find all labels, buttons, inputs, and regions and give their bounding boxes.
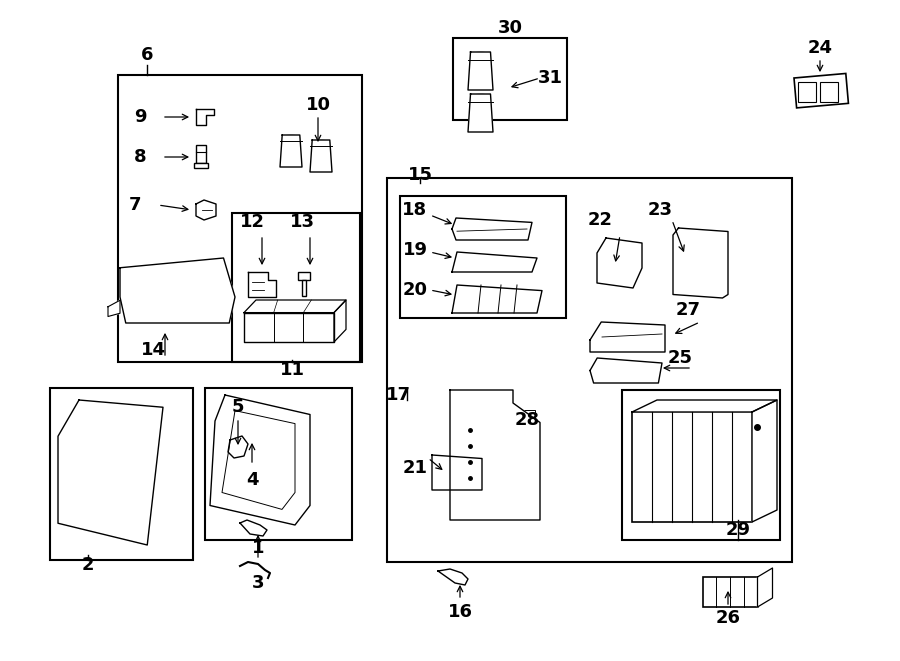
Text: 8: 8 [134,148,147,166]
Polygon shape [240,520,267,536]
Text: 4: 4 [246,471,258,489]
Text: 22: 22 [588,211,613,229]
Polygon shape [108,300,120,317]
Text: 6: 6 [140,46,153,64]
Text: 26: 26 [716,609,741,627]
Polygon shape [590,358,662,383]
Bar [179,300,193,312]
Bar [679,253,722,260]
Bar [205,388,352,540]
Text: 31: 31 [537,69,562,87]
Polygon shape [590,322,665,352]
Bar [128,268,180,294]
Text: 30: 30 [498,19,523,37]
Bar [679,242,722,249]
Bar [820,82,838,102]
Polygon shape [334,300,346,342]
Text: 21: 21 [402,459,428,477]
Bar [798,82,816,102]
Text: 12: 12 [239,213,265,231]
Polygon shape [438,569,468,585]
Ellipse shape [312,140,329,146]
Bar [455,410,535,510]
Bar [632,412,752,522]
Text: 19: 19 [402,241,428,259]
Polygon shape [758,568,772,607]
Polygon shape [120,258,235,323]
Bar [196,145,206,163]
Bar [232,213,360,362]
Polygon shape [597,238,642,288]
Polygon shape [210,395,310,525]
Bar [161,300,175,312]
Text: 5: 5 [232,398,244,416]
Bar [679,276,722,283]
Bar [194,163,208,168]
Text: 15: 15 [408,166,433,184]
Text: 18: 18 [402,201,428,219]
Bar [50,388,193,560]
Text: 3: 3 [252,574,265,592]
Text: 13: 13 [290,213,314,231]
Text: 7: 7 [129,196,141,214]
Polygon shape [432,455,482,490]
Text: 28: 28 [515,411,540,429]
Text: 14: 14 [140,341,166,359]
Polygon shape [58,400,163,545]
Text: 11: 11 [280,361,304,379]
Polygon shape [452,218,532,240]
Polygon shape [673,228,728,298]
Text: 9: 9 [134,108,146,126]
Text: 24: 24 [807,39,833,57]
Bar [298,272,310,280]
Bar [400,196,566,318]
Polygon shape [452,285,542,313]
Polygon shape [632,400,777,412]
Text: 10: 10 [305,96,330,114]
Bar [387,178,792,562]
Bar [302,280,306,296]
Polygon shape [280,135,302,167]
Polygon shape [248,272,276,297]
Bar [602,253,637,278]
Text: 16: 16 [447,603,473,621]
Bar [701,233,721,251]
Bar [118,75,362,362]
Bar [679,264,722,272]
Polygon shape [752,400,777,522]
Ellipse shape [471,94,491,102]
Polygon shape [196,109,214,125]
Polygon shape [228,436,248,458]
Polygon shape [468,94,493,132]
Bar [678,233,696,251]
Text: 17: 17 [385,386,410,404]
Bar [143,300,157,312]
Bar [125,300,139,312]
Polygon shape [196,200,216,220]
Bar [622,390,780,540]
Bar [703,577,758,607]
Ellipse shape [471,52,491,59]
Text: 1: 1 [252,539,265,557]
Bar [794,73,849,108]
Polygon shape [450,390,540,520]
Polygon shape [452,252,537,272]
Text: 2: 2 [82,556,94,574]
Bar [436,460,476,483]
Polygon shape [244,313,334,342]
Bar [453,38,567,120]
Text: 25: 25 [668,349,692,367]
Polygon shape [468,52,493,90]
Bar [240,465,260,480]
Ellipse shape [283,135,300,141]
Bar [197,300,211,312]
Text: 20: 20 [402,281,428,299]
Text: 29: 29 [725,521,751,539]
Polygon shape [244,300,346,313]
Text: 23: 23 [647,201,672,219]
Text: 27: 27 [676,301,700,319]
Polygon shape [310,140,332,172]
